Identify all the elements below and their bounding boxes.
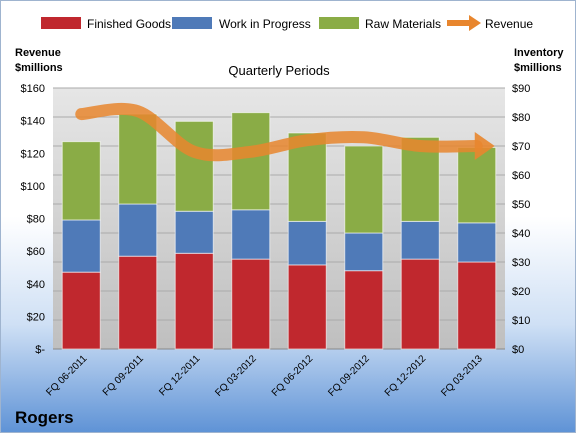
legend-swatch-finished-goods: [41, 17, 81, 29]
bars: [61, 112, 497, 350]
right-tick-label: $80: [512, 112, 530, 124]
bar-segment-finished-goods: [344, 270, 384, 350]
right-tick-label: $50: [512, 199, 530, 211]
bar-segment-finished-goods: [457, 261, 497, 350]
right-axis-ticks: $0 $10 $20 $30 $40 $50 $60 $70 $80 $90: [512, 83, 530, 356]
x-axis-ticks: FQ 06-2011 FQ 09-2011 FQ 12-2011 FQ 03-2012…: [44, 353, 485, 399]
left-tick-label: $120: [21, 148, 45, 160]
legend-swatch-raw-materials: [319, 17, 359, 29]
legend-label-finished-goods: Finished Goods: [87, 17, 171, 31]
right-axis-title-line2: $millions: [514, 62, 562, 74]
bar-segment-work-in-progress: [231, 209, 271, 260]
left-tick-label: $140: [21, 116, 45, 128]
bar-segment-work-in-progress: [118, 203, 158, 257]
bar-segment-raw-materials: [344, 145, 384, 234]
revenue-line-path: [75, 102, 483, 162]
x-tick-label: FQ 09-2012: [326, 353, 372, 399]
right-tick-label: $0: [512, 344, 524, 356]
right-tick-label: $70: [512, 141, 530, 153]
x-tick-label: FQ 03-2012: [213, 353, 259, 399]
legend-label-raw-materials: Raw Materials: [365, 17, 441, 31]
chart-title: Quarterly Periods: [228, 63, 330, 78]
left-tick-label: $40: [27, 279, 45, 291]
left-tick-label: $160: [21, 83, 45, 95]
bar-segment-work-in-progress: [287, 220, 327, 266]
x-tick-label: FQ 06-2011: [44, 353, 89, 398]
bar-segment-finished-goods: [174, 252, 214, 350]
revenue-arrowhead: [474, 132, 495, 160]
left-tick-label: $-: [35, 344, 45, 356]
legend: Finished Goods Work in Progress Raw Mate…: [41, 15, 533, 31]
bar-segment-finished-goods: [61, 271, 101, 350]
right-axis-title-line1: Inventory: [514, 47, 564, 59]
bar-segment-raw-materials: [457, 146, 497, 224]
right-tick-label: $90: [512, 83, 530, 95]
bar-segment-work-in-progress: [457, 222, 497, 263]
legend-label-revenue: Revenue: [485, 17, 533, 31]
left-axis-title-line1: Revenue: [15, 47, 61, 59]
legend-label-work-in-progress: Work in Progress: [219, 17, 311, 31]
left-axis-ticks: $- $20 $40 $60 $80 $100 $120 $140 $160: [21, 83, 46, 356]
bar-segment-raw-materials: [231, 112, 271, 211]
x-tick-label: FQ 03-2013: [439, 353, 485, 399]
company-name: Rogers: [15, 408, 74, 427]
right-tick-label: $40: [512, 228, 530, 240]
right-tick-label: $10: [512, 315, 530, 327]
bar-segment-raw-materials: [118, 113, 158, 205]
left-axis-title-line2: $millions: [15, 62, 63, 74]
bar-segment-finished-goods: [400, 258, 440, 350]
bar-segment-work-in-progress: [344, 232, 384, 272]
bar-segment-raw-materials: [61, 141, 101, 221]
left-tick-label: $60: [27, 246, 45, 258]
bar-segment-finished-goods: [231, 258, 271, 350]
bar-segment-work-in-progress: [400, 220, 440, 260]
left-tick-label: $80: [27, 214, 45, 226]
right-tick-label: $60: [512, 170, 530, 182]
x-tick-label: FQ 12-2012: [383, 353, 429, 399]
x-tick-label: FQ 12-2011: [157, 353, 202, 398]
legend-swatch-work-in-progress: [172, 17, 212, 29]
bar-segment-work-in-progress: [61, 219, 101, 273]
left-tick-label: $20: [27, 311, 45, 323]
bar-segment-finished-goods: [287, 264, 327, 350]
right-tick-label: $30: [512, 257, 530, 269]
bar-segment-work-in-progress: [174, 210, 214, 254]
x-tick-label: FQ 06-2012: [270, 353, 316, 399]
left-tick-label: $100: [21, 181, 45, 193]
revenue-line: [75, 102, 495, 162]
bar-segment-finished-goods: [118, 255, 158, 350]
right-tick-label: $20: [512, 286, 530, 298]
x-tick-label: FQ 09-2011: [101, 353, 146, 398]
bar-segment-raw-materials: [174, 120, 214, 212]
legend-swatch-revenue: [447, 15, 481, 31]
